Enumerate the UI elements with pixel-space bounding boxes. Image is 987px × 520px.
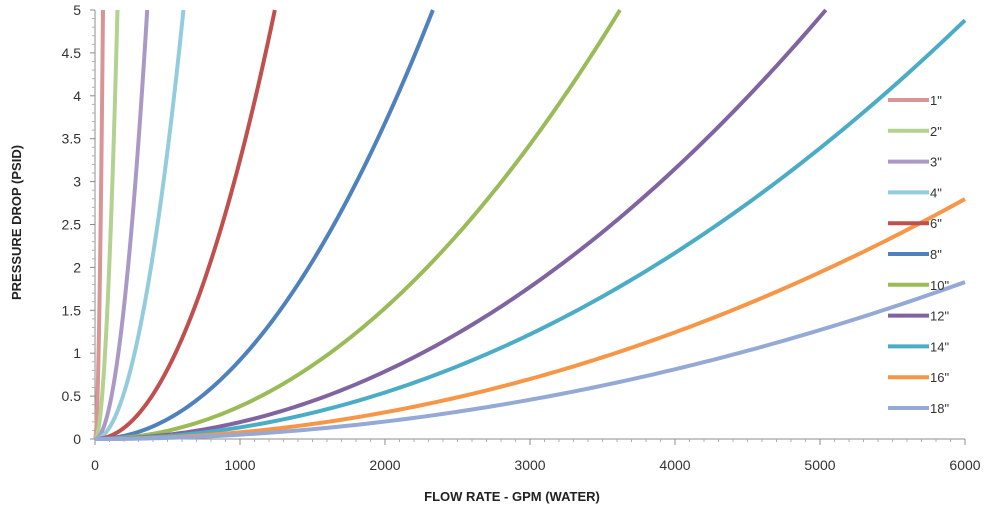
series-line-7: [94, 8, 828, 441]
series-line-3: [93, 9, 186, 441]
y-tick-label: 2: [73, 259, 81, 275]
axes: 0 0.5 1 1.5 2 2.5 3 3.5 4 4.5 5 0 1000 2000 3000 4000 50…: [62, 2, 981, 473]
y-tick-label: 1: [73, 345, 81, 361]
legend-label: 8": [930, 247, 942, 262]
legend-label: 18": [930, 401, 949, 416]
series-line-9: [94, 197, 966, 441]
legend-label: 14": [930, 339, 949, 354]
legend: 1" 2" 3" 4" 6" 8" 10" 12" 14" 16" 18": [888, 93, 949, 416]
y-tick-label: 2.5: [62, 217, 82, 233]
x-tick-label: 6000: [949, 457, 980, 473]
legend-label: 1": [930, 93, 942, 108]
y-tick-label: 3.5: [62, 131, 82, 147]
y-tick-label: 1.5: [62, 302, 82, 318]
legend-label: 4": [930, 185, 942, 200]
y-tick-label: 0.5: [62, 388, 82, 404]
series-line-8: [94, 18, 967, 441]
x-tick-label: 1000: [224, 457, 255, 473]
y-tick-label: 4.5: [62, 45, 82, 61]
legend-label: 10": [930, 278, 949, 293]
series-line-0: [93, 9, 105, 441]
y-tick-label: 3: [73, 174, 81, 190]
legend-label: 2": [930, 124, 942, 139]
y-tick-label: 5: [73, 2, 81, 18]
legend-label: 3": [930, 155, 942, 170]
series-layer: [93, 8, 967, 441]
series-line-6: [94, 8, 622, 441]
series-line-4: [94, 9, 277, 441]
x-axis-title: FLOW RATE - GPM (WATER): [424, 489, 600, 504]
legend-label: 12": [930, 309, 949, 324]
series-line-5: [94, 9, 435, 441]
x-tick-label: 0: [91, 457, 99, 473]
x-tick-label: 2000: [369, 457, 400, 473]
series-line-10: [94, 280, 966, 441]
x-tick-label: 5000: [804, 457, 835, 473]
x-tick-label: 3000: [514, 457, 545, 473]
legend-label: 16": [930, 370, 949, 385]
y-tick-label: 0: [73, 431, 81, 447]
legend-label: 6": [930, 216, 942, 231]
series-line-2: [93, 9, 150, 441]
y-axis-title: PRESSURE DROP (PSID): [9, 145, 24, 300]
series-line-1: [93, 9, 120, 441]
y-tick-label: 4: [73, 88, 81, 104]
x-tick-label: 4000: [659, 457, 690, 473]
